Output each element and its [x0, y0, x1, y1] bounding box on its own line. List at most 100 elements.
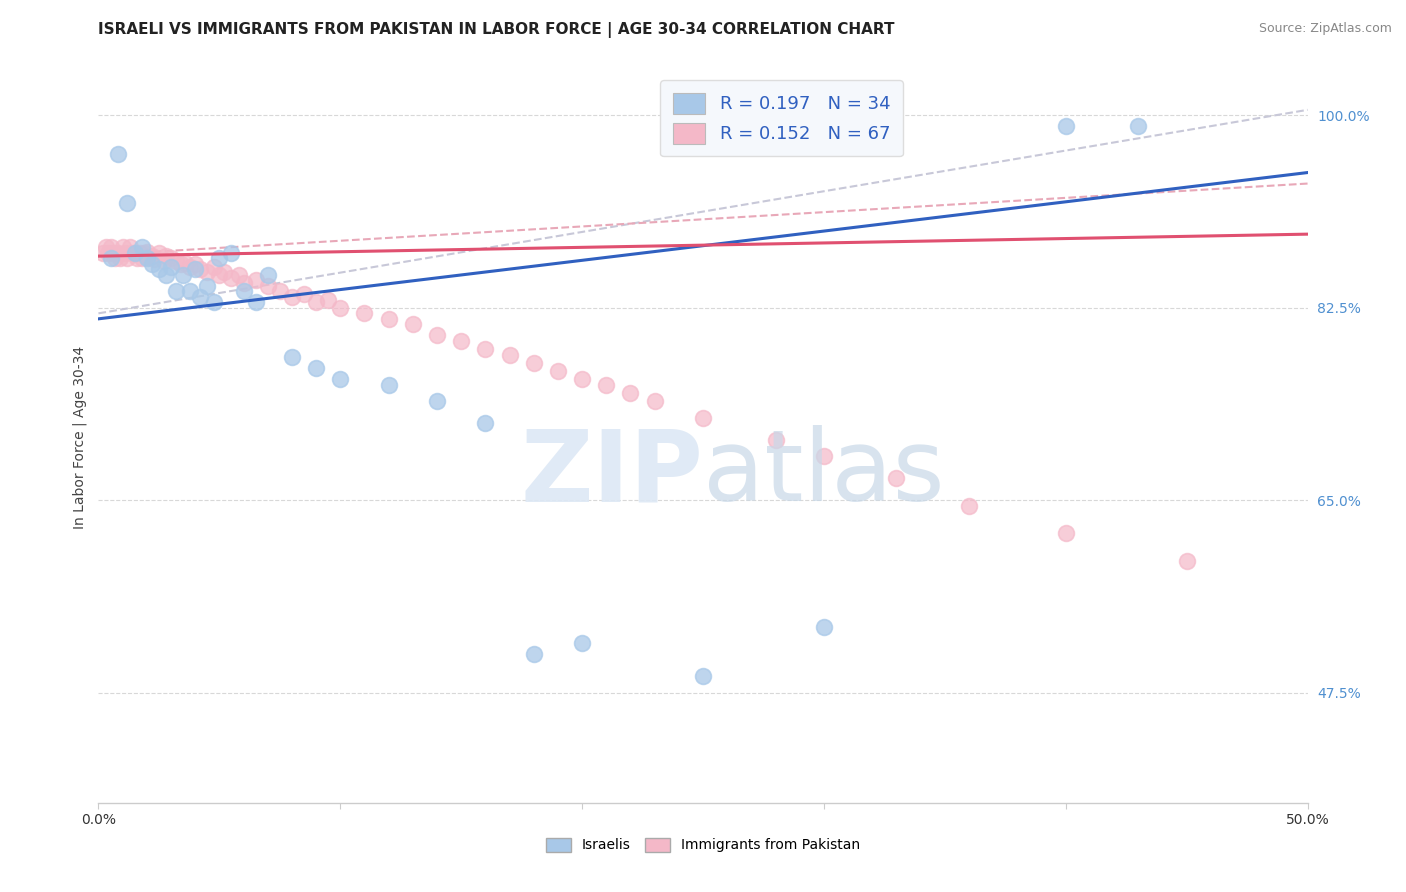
Point [281, 290, 304, 304]
Point [97, 245, 120, 260]
Point [1054, 526, 1077, 541]
Point [256, 268, 278, 282]
Point [100, 240, 122, 254]
Point [212, 264, 235, 278]
Point [208, 252, 231, 266]
Text: ISRAELI VS IMMIGRANTS FROM PAKISTAN IN LABOR FORCE | AGE 30-34 CORRELATION CHART: ISRAELI VS IMMIGRANTS FROM PAKISTAN IN L… [98, 22, 896, 38]
Point [305, 295, 328, 310]
Point [813, 620, 835, 634]
Point [377, 311, 399, 326]
Point [329, 372, 352, 386]
Point [474, 417, 496, 431]
Point [292, 286, 315, 301]
Point [692, 669, 714, 683]
Point [172, 268, 194, 282]
Point [160, 260, 183, 274]
Point [595, 377, 617, 392]
Point [107, 245, 129, 260]
Point [131, 240, 153, 254]
Point [127, 252, 149, 266]
Point [100, 252, 122, 266]
Point [619, 385, 641, 400]
Point [117, 196, 139, 211]
Point [143, 252, 166, 267]
Point [498, 348, 520, 362]
Point [204, 260, 226, 274]
Point [104, 252, 127, 266]
Point [245, 273, 267, 287]
Point [111, 240, 134, 254]
Point [179, 260, 201, 274]
Point [118, 240, 141, 254]
Point [305, 361, 328, 376]
Text: Source: ZipAtlas.com: Source: ZipAtlas.com [1258, 22, 1392, 36]
Point [174, 256, 197, 270]
Point [957, 499, 980, 513]
Legend: Israelis, Immigrants from Pakistan: Israelis, Immigrants from Pakistan [540, 832, 866, 858]
Text: atlas: atlas [703, 425, 945, 522]
Point [571, 372, 593, 386]
Point [121, 245, 143, 260]
Point [426, 394, 449, 409]
Point [91, 245, 114, 260]
Point [813, 450, 835, 464]
Point [1175, 554, 1198, 568]
Point [204, 295, 226, 310]
Point [195, 264, 218, 278]
Point [402, 318, 425, 332]
Point [377, 377, 399, 392]
Point [184, 262, 207, 277]
Point [269, 285, 291, 299]
Point [108, 252, 131, 266]
Point [141, 257, 163, 271]
Point [124, 245, 146, 260]
Point [165, 253, 187, 268]
Point [353, 306, 375, 320]
Point [138, 250, 160, 264]
Point [232, 276, 254, 290]
Point [135, 244, 157, 259]
Point [245, 295, 267, 310]
Point [148, 262, 170, 277]
Point [195, 278, 218, 293]
Point [131, 252, 153, 266]
Point [124, 245, 146, 260]
Point [188, 290, 211, 304]
Point [523, 356, 546, 370]
Point [316, 293, 339, 307]
Point [179, 285, 201, 299]
Y-axis label: In Labor Force | Age 30-34: In Labor Force | Age 30-34 [73, 345, 87, 529]
Point [228, 268, 250, 282]
Point [114, 245, 136, 260]
Point [692, 410, 714, 425]
Point [523, 648, 546, 662]
Point [329, 301, 352, 315]
Point [232, 285, 254, 299]
Point [107, 146, 129, 161]
Point [256, 278, 278, 293]
Point [188, 262, 211, 277]
Point [135, 252, 157, 266]
Point [644, 394, 666, 409]
Point [128, 245, 150, 260]
Point [426, 328, 449, 343]
Point [101, 245, 124, 260]
Point [155, 268, 177, 282]
Point [765, 433, 787, 447]
Text: ZIP: ZIP [520, 425, 703, 522]
Point [155, 249, 177, 263]
Point [886, 471, 908, 485]
Point [450, 334, 472, 348]
Point [221, 245, 243, 260]
Point [474, 342, 496, 356]
Point [134, 245, 156, 260]
Point [152, 253, 174, 268]
Point [208, 268, 231, 282]
Point [160, 252, 183, 266]
Point [281, 351, 304, 365]
Point [221, 271, 243, 285]
Point [169, 257, 191, 271]
Point [148, 245, 170, 260]
Point [94, 240, 117, 254]
Point [141, 249, 163, 263]
